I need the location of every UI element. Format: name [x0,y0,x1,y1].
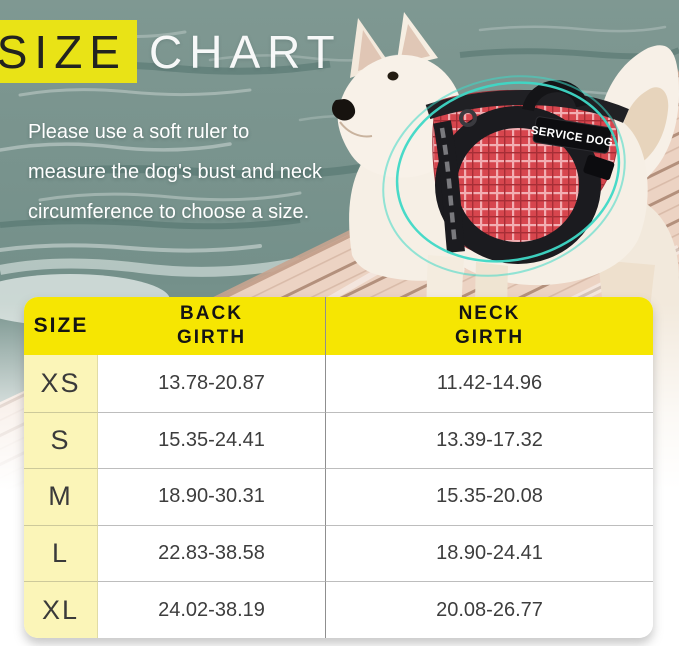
neck-girth-cell: 20.08-26.77 [325,581,653,638]
instruction-line: measure the dog's bust and neck [28,161,323,183]
title-size-word: SIZE [0,25,127,78]
size-table: SIZE BACK GIRTH NECK GIRTH XS 13.78-20.8… [24,297,653,638]
neck-girth-cell: 13.39-17.32 [325,411,653,469]
neck-girth-cell: 18.90-24.41 [325,524,653,582]
measure-instructions: Please use a soft ruler to measure the d… [28,112,358,232]
back-girth-cell: 15.35-24.41 [98,411,325,469]
instruction-line: Please use a soft ruler to [28,121,250,143]
size-label-cell: S [24,411,98,469]
size-label-cell: XS [24,355,98,412]
header-cell-size: SIZE [24,297,98,355]
instruction-line: circumference to choose a size. [28,201,310,223]
header-cell-back-girth: BACK GIRTH [98,297,325,355]
title-highlight-box: SIZE [0,20,137,83]
back-girth-cell: 24.02-38.19 [98,581,325,638]
page-title: SIZE CHART [0,20,342,83]
back-girth-cell: 22.83-38.58 [98,524,325,582]
size-label-cell: L [24,524,98,582]
title-chart-word: CHART [149,25,342,78]
dog-eye [387,71,399,81]
back-girth-cell: 13.78-20.87 [98,355,325,412]
neck-girth-cell: 15.35-20.08 [325,468,653,525]
back-girth-cell: 18.90-30.31 [98,468,325,525]
size-label-cell: XL [24,581,98,638]
neck-girth-cell: 11.42-14.96 [325,355,653,412]
header-cell-neck-girth: NECK GIRTH [325,297,653,355]
size-label-cell: M [24,468,98,525]
